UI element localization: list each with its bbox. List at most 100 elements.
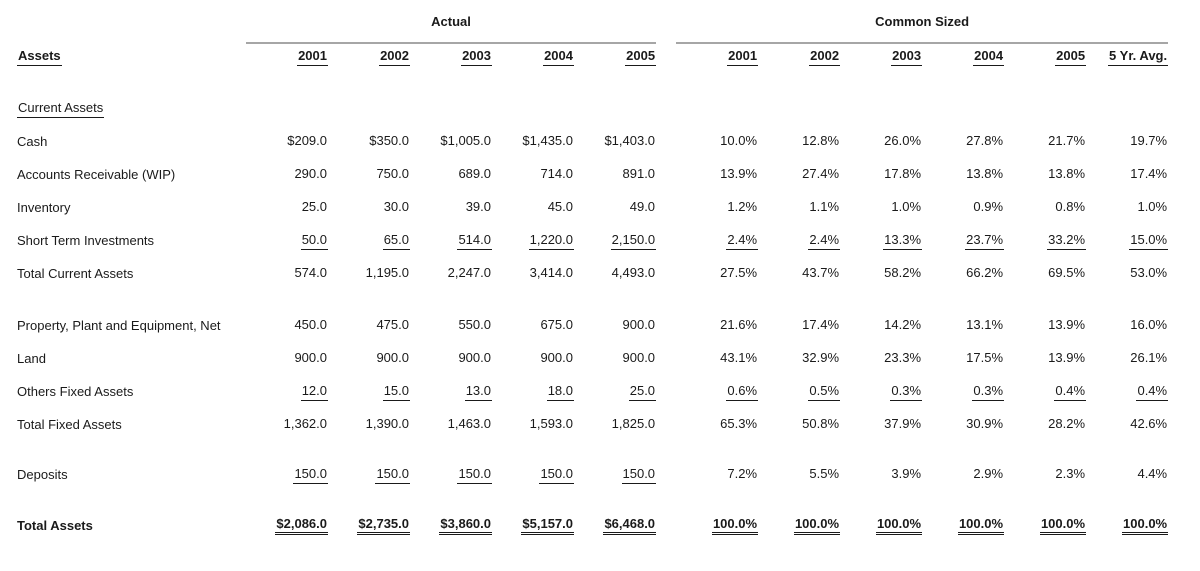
spacer-cell: [656, 224, 676, 257]
year-header-actual-2001: 2001: [246, 43, 328, 70]
value-text: $5,157.0: [521, 516, 574, 535]
value-text: 65.3%: [720, 415, 758, 431]
value-cell-actual-accounts-receivable-wip-3: 714.0: [492, 158, 574, 191]
value-cell-actual-accounts-receivable-wip-1: 750.0: [328, 158, 410, 191]
value-text: 15.0: [382, 383, 410, 401]
column-group-header-row: Actual Common Sized: [0, 0, 1200, 44]
value-cell-common-cash-2: 26.0%: [840, 125, 922, 158]
value-cell-common-inventory-3: 0.9%: [922, 191, 1004, 224]
gap-row: [0, 290, 1200, 309]
value-text: 1,195.0: [365, 264, 409, 280]
value-cell-common-accounts-receivable-wip-2: 17.8%: [840, 158, 922, 191]
value-text: $350.0: [369, 132, 409, 148]
spacer-cell: [656, 408, 676, 441]
value-cell-actual-total-current-assets-0: 574.0: [246, 257, 328, 290]
value-text: 0.3%: [972, 383, 1005, 401]
row-label-total-fixed-assets: Total Fixed Assets: [17, 417, 122, 432]
value-cell-actual-accounts-receivable-wip-2: 689.0: [410, 158, 492, 191]
value-cell-actual-total-fixed-assets-4: 1,825.0: [574, 408, 656, 441]
row-label-total-current-assets: Total Current Assets: [17, 266, 134, 281]
value-cell-common-property-plant-and-equipment-net-3: 13.1%: [922, 309, 1004, 342]
value-cell-common-total-current-assets-2: 58.2%: [840, 257, 922, 290]
value-cell-actual-inventory-1: 30.0: [328, 191, 410, 224]
table-row-current-assets: Current Assets: [0, 92, 1200, 125]
value-cell-actual-short-term-investments-0: 50.0: [246, 224, 328, 257]
value-text: 1,390.0: [365, 415, 409, 431]
value-text: 43.1%: [720, 349, 758, 365]
value-cell-actual-others-fixed-assets-4: 25.0: [574, 375, 657, 408]
value-cell-common-property-plant-and-equipment-net-0: 21.6%: [676, 309, 758, 342]
row-label-total-assets: Total Assets: [17, 518, 93, 533]
value-text: 45.0: [547, 198, 573, 214]
spacer-cell: [656, 458, 676, 491]
value-text: 900.0: [458, 349, 491, 365]
value-cell-common-cash-5: 19.7%: [1086, 125, 1168, 158]
value-text: 150.0: [457, 466, 492, 484]
value-text: $6,468.0: [603, 516, 657, 535]
value-text: $3,860.0: [439, 516, 492, 535]
value-text: 30.0: [383, 198, 409, 214]
value-text: 1.0%: [1137, 198, 1168, 214]
value-text: 4.4%: [1137, 465, 1168, 481]
value-text: 17.4%: [1130, 165, 1168, 181]
value-cell-common-total-assets-0: 100.0%: [676, 509, 759, 542]
value-cell-actual-total-assets-4: $6,468.0: [574, 509, 657, 542]
value-text: 13.9%: [1048, 316, 1086, 332]
value-cell-actual-total-fixed-assets-2: 1,463.0: [410, 408, 492, 441]
value-cell-common-short-term-investments-3: 23.7%: [922, 224, 1005, 257]
value-cell-actual-deposits-3: 150.0: [492, 458, 574, 491]
value-cell-actual-total-assets-2: $3,860.0: [410, 509, 492, 542]
table-row-deposits: Deposits 150.0 150.0 150.0 150.0 150.0 7.2% 5.5…: [0, 458, 1200, 491]
value-cell-actual-cash-0: $209.0: [246, 125, 328, 158]
value-text: 17.8%: [884, 165, 922, 181]
value-cell-common-total-assets-5: 100.0%: [1086, 509, 1169, 542]
value-cell-actual-short-term-investments-4: 2,150.0: [574, 224, 657, 257]
value-cell-common-deposits-3: 2.9%: [922, 458, 1004, 491]
row-label-deposits: Deposits: [17, 467, 68, 482]
value-text: 12.0: [300, 383, 328, 401]
value-text: 28.2%: [1048, 415, 1086, 431]
year-header-actual-2005: 2005: [574, 43, 657, 70]
value-cell-common-short-term-investments-0: 2.4%: [676, 224, 759, 257]
value-cell-common-current-assets-4: [1004, 92, 1086, 125]
value-text: 13.9%: [720, 165, 758, 181]
value-text: 100.0%: [1039, 516, 1087, 535]
spacer-cell: [1168, 0, 1200, 43]
value-cell-actual-total-assets-1: $2,735.0: [328, 509, 410, 542]
year-header-5yr-avg: 5 Yr. Avg.: [1086, 43, 1169, 70]
spacer-cell: [656, 0, 676, 43]
value-text: 1.1%: [809, 198, 840, 214]
value-cell-actual-deposits-2: 150.0: [410, 458, 492, 491]
gap-cell: [0, 290, 1200, 309]
spacer-cell: [656, 43, 676, 70]
value-cell-common-total-current-assets-0: 27.5%: [676, 257, 758, 290]
value-cell-common-short-term-investments-4: 33.2%: [1004, 224, 1087, 257]
value-text: 0.6%: [726, 383, 759, 401]
value-cell-actual-inventory-4: 49.0: [574, 191, 656, 224]
value-text: $1,403.0: [604, 132, 656, 148]
value-text: 12.8%: [802, 132, 840, 148]
value-cell-actual-others-fixed-assets-3: 18.0: [492, 375, 574, 408]
value-text: 150.0: [293, 466, 328, 484]
value-text: 50.8%: [802, 415, 840, 431]
value-text: 42.6%: [1130, 415, 1168, 431]
value-cell-actual-current-assets-0: [246, 92, 328, 125]
spacer-cell: [656, 125, 676, 158]
value-text: 10.0%: [720, 132, 758, 148]
year-header-common-2001: 2001: [676, 43, 759, 70]
value-text: 0.4%: [1054, 383, 1087, 401]
spacer-cell: [656, 509, 676, 542]
value-text: $209.0: [287, 132, 327, 148]
value-text: 2,150.0: [610, 232, 657, 250]
value-cell-actual-property-plant-and-equipment-net-0: 450.0: [246, 309, 328, 342]
spacer-cell: [656, 309, 676, 342]
spacer-cell: [1168, 509, 1200, 542]
value-text: 150.0: [375, 466, 410, 484]
value-cell-actual-short-term-investments-2: 514.0: [410, 224, 492, 257]
value-cell-actual-total-assets-3: $5,157.0: [492, 509, 574, 542]
value-text: 0.4%: [1136, 383, 1169, 401]
value-cell-actual-short-term-investments-1: 65.0: [328, 224, 410, 257]
value-cell-actual-total-current-assets-4: 4,493.0: [574, 257, 656, 290]
value-text: 21.6%: [720, 316, 758, 332]
value-cell-common-deposits-2: 3.9%: [840, 458, 922, 491]
